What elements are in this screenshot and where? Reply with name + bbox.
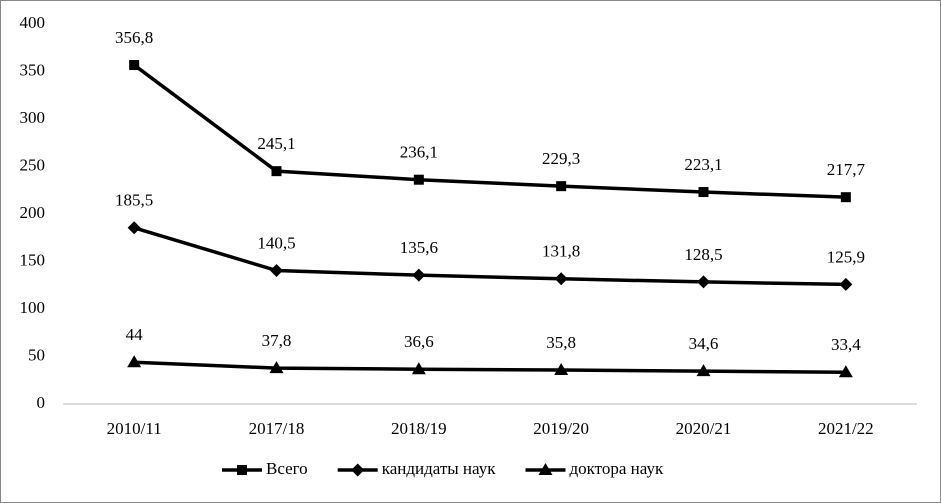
legend-label: Всего <box>266 459 308 478</box>
data-label: 36,6 <box>404 332 434 351</box>
data-point <box>696 364 711 377</box>
data-point <box>840 192 851 203</box>
legend-label: доктора наук <box>569 459 663 478</box>
data-label: 245,1 <box>257 134 295 153</box>
data-point <box>271 166 282 177</box>
legend: Всего кандидаты наук доктора наук <box>222 459 664 478</box>
data-point <box>556 181 567 192</box>
y-tick-label: 350 <box>20 60 46 79</box>
data-label: 135,6 <box>400 238 438 257</box>
x-tick-label: 2020/21 <box>676 419 732 438</box>
data-label: 128,5 <box>684 245 722 264</box>
data-point <box>698 187 709 198</box>
data-point <box>270 264 283 278</box>
x-tick-label: 2018/19 <box>391 419 447 438</box>
data-point <box>839 277 853 291</box>
series-line <box>134 360 846 375</box>
data-point <box>127 355 142 368</box>
data-label: 229,3 <box>542 149 580 168</box>
data-point <box>413 174 424 185</box>
data-point <box>554 362 569 375</box>
data-point <box>411 362 426 375</box>
x-tick-label: 2010/11 <box>107 419 162 438</box>
data-label: 131,8 <box>542 242 580 261</box>
y-tick-label: 400 <box>20 13 46 32</box>
data-point <box>129 60 140 71</box>
data-label: 356,8 <box>115 28 153 47</box>
y-tick-label: 50 <box>28 345 45 364</box>
data-label: 33,4 <box>831 335 861 354</box>
data-label: 34,6 <box>689 334 719 353</box>
y-tick-label: 200 <box>20 203 46 222</box>
series-line <box>133 226 846 287</box>
y-tick-label: 300 <box>20 108 46 127</box>
legend-label: кандидаты наук <box>382 459 497 478</box>
data-label: 140,5 <box>257 233 295 252</box>
data-label: 217,7 <box>827 160 866 179</box>
legend-marker <box>351 463 365 477</box>
x-tick-label: 2021/22 <box>818 419 874 438</box>
y-tick-label: 150 <box>20 250 46 269</box>
legend-marker <box>538 463 553 475</box>
data-label: 125,9 <box>827 247 865 266</box>
y-tick-label: 250 <box>20 155 46 174</box>
data-label: 223,1 <box>684 155 722 174</box>
y-tick-label: 100 <box>20 298 46 317</box>
data-point <box>127 221 141 235</box>
data-point <box>838 365 853 378</box>
data-label: 236,1 <box>400 143 438 162</box>
data-point <box>412 268 426 282</box>
data-point <box>269 361 284 374</box>
series-line <box>133 63 846 199</box>
y-tick-label: 0 <box>37 393 46 412</box>
data-label: 44 <box>126 325 144 344</box>
data-label: 35,8 <box>546 333 576 352</box>
data-label: 37,8 <box>262 331 292 350</box>
data-label: 185,5 <box>115 191 153 210</box>
x-tick-label: 2019/20 <box>533 419 589 438</box>
data-point <box>554 272 568 286</box>
x-tick-label: 2017/18 <box>249 419 305 438</box>
legend-marker <box>237 465 247 475</box>
data-point <box>697 275 710 289</box>
